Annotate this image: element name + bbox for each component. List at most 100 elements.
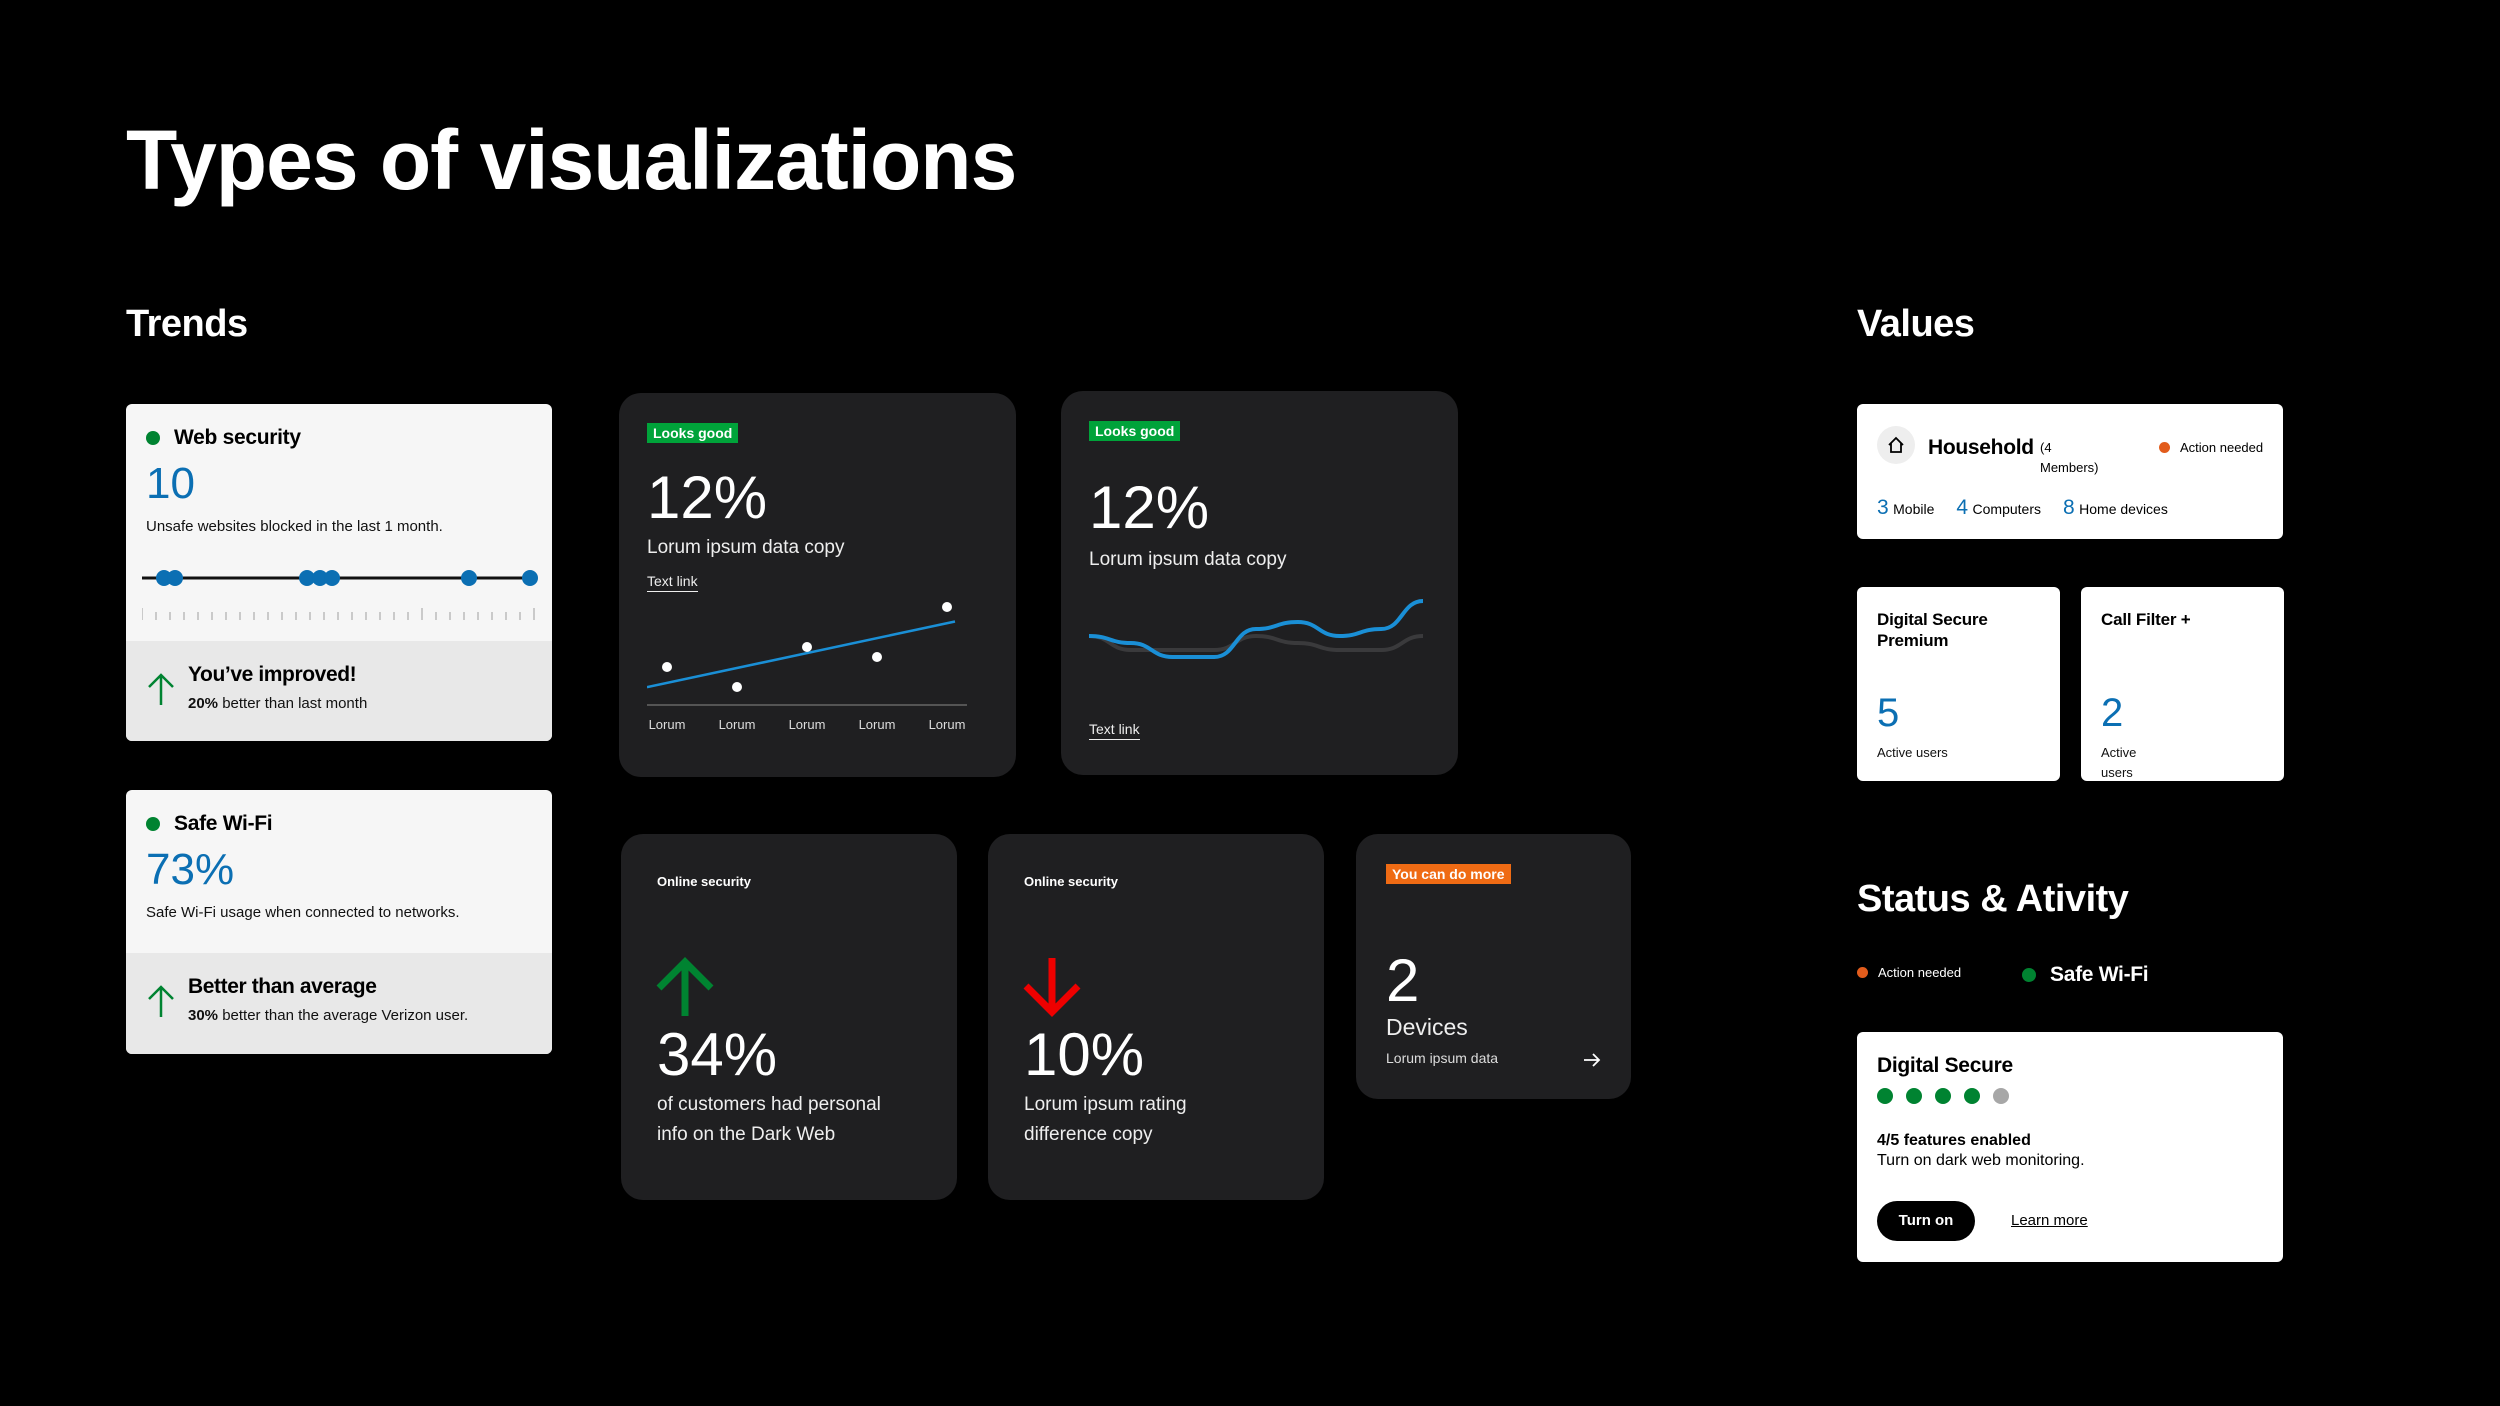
turn-on-button[interactable]: Turn on	[1877, 1201, 1975, 1241]
data-point	[662, 662, 672, 672]
footer-sub: 20% better than last month	[188, 695, 368, 712]
x-tick-label: Lorum	[859, 717, 896, 732]
card-label: Online security	[1024, 874, 1118, 889]
status-dot	[2022, 968, 2036, 982]
active-users-label: Active users	[1877, 745, 1948, 760]
web-security-card: Web security 10 Unsafe websites blocked …	[126, 404, 552, 741]
feature-dot-enabled	[1877, 1088, 1893, 1104]
data-point	[942, 602, 952, 612]
card-title: Safe Wi-Fi	[174, 812, 273, 835]
footer-sub: 30% better than the average Verizon user…	[188, 1007, 469, 1024]
web-security-footer: You’ve improved! 20% better than last mo…	[126, 641, 552, 741]
scatter-chart-card: Looks good 12% Lorum ipsum data copy Tex…	[619, 393, 1016, 777]
web-security-desc: Unsafe websites blocked in the last 1 mo…	[146, 518, 443, 535]
active-users-value: 2	[2101, 691, 2124, 735]
household-stats: 3 Mobile 4 Computers 8 Home devices	[1877, 496, 2168, 520]
card-title: Web security	[174, 426, 301, 449]
devices-value: 2	[1386, 947, 1420, 1014]
online-security-card-down: Online security 10% Lorum ipsum rating d…	[988, 834, 1324, 1200]
feature-dots	[1877, 1088, 2009, 1104]
status-safe-wifi: Safe Wi-Fi	[2022, 963, 2149, 987]
data-point	[732, 682, 742, 692]
online-value: 34%	[657, 1021, 778, 1088]
safe-wifi-card: Safe Wi-Fi 73% Safe Wi-Fi usage when con…	[126, 790, 552, 1054]
stat-home-devices: 8 Home devices	[2063, 496, 2168, 519]
series-line-1	[1089, 599, 1424, 659]
devices-card[interactable]: You can do more 2 Devices Lorum ipsum da…	[1356, 834, 1631, 1099]
safe-wifi-value: 73%	[146, 845, 235, 894]
trend-line	[647, 620, 956, 689]
online-desc-1: of customers had personal	[657, 1094, 881, 1115]
status-dot	[146, 817, 160, 831]
arrow-right-icon[interactable]	[1582, 1050, 1602, 1070]
arrow-up-icon	[148, 985, 174, 1017]
data-point	[872, 652, 882, 662]
stat-computers: 4 Computers	[1956, 496, 2041, 519]
x-tick-label: Lorum	[649, 717, 686, 732]
arrow-down-bold-icon	[1023, 958, 1081, 1017]
online-value: 10%	[1024, 1021, 1145, 1088]
text-link[interactable]: Text link	[1089, 721, 1140, 740]
feature-dot-enabled	[1906, 1088, 1922, 1104]
chart-card-value: 12%	[647, 464, 768, 531]
active-users-label-2: users	[2101, 765, 2133, 780]
home-icon	[1888, 436, 1904, 453]
web-security-value: 10	[146, 459, 195, 508]
digital-secure-card: Digital Secure 4/5 features enabled Turn…	[1857, 1032, 2283, 1262]
chart-card-desc: Lorum ipsum data copy	[647, 537, 845, 558]
x-tick-label: Lorum	[789, 717, 826, 732]
action-needed-label: Action needed	[2180, 440, 2264, 455]
devices-label: Devices	[1386, 1014, 1468, 1040]
section-title-status: Status & Ativity	[1857, 878, 2129, 920]
digital-secure-premium-card: Digital Secure Premium 5 Active users	[1857, 587, 2060, 781]
stat-mobile: 3 Mobile	[1877, 496, 1935, 519]
online-desc-2: info on the Dark Web	[657, 1124, 836, 1145]
safe-wifi-label: Safe Wi-Fi	[2050, 963, 2149, 986]
online-desc-1: Lorum ipsum rating	[1024, 1094, 1187, 1115]
card-title-2: Premium	[1877, 631, 1949, 650]
home-icon-wrap	[1877, 426, 1915, 464]
data-point	[802, 642, 812, 652]
feature-dot-enabled	[1935, 1088, 1951, 1104]
online-desc-2: difference copy	[1024, 1124, 1153, 1145]
series-line-2	[1089, 633, 1424, 652]
web-security-timeline	[142, 570, 538, 620]
household-card: Household (4 Members) Action needed 3 Mo…	[1857, 404, 2283, 539]
card-title: Digital Secure	[1877, 1054, 2013, 1077]
arrow-up-icon	[148, 673, 174, 705]
action-dot	[1857, 967, 1868, 978]
card-title: Call Filter +	[2101, 610, 2191, 629]
status-dot	[146, 431, 160, 445]
footer-title: You’ve improved!	[188, 663, 357, 686]
safe-wifi-footer: Better than average 30% better than the …	[126, 953, 552, 1054]
x-tick-label: Lorum	[719, 717, 756, 732]
text-link[interactable]: Text link	[647, 573, 698, 592]
feature-dot-enabled	[1964, 1088, 1980, 1104]
status-badge: Looks good	[647, 423, 739, 443]
action-needed-label: Action needed	[1878, 965, 1962, 980]
feature-dot-disabled	[1993, 1088, 2009, 1104]
safe-wifi-desc: Safe Wi-Fi usage when connected to netwo…	[146, 904, 460, 921]
active-users-label-1: Active	[2101, 745, 2137, 760]
chart-card-desc: Lorum ipsum data copy	[1089, 549, 1287, 570]
online-security-card-up: Online security 34% of customers had per…	[621, 834, 957, 1200]
line-chart-card: Looks good 12% Lorum ipsum data copy Tex…	[1061, 391, 1458, 775]
card-title-1: Digital Secure	[1877, 610, 1988, 629]
action-dot	[2159, 442, 2170, 453]
chart-card-value: 12%	[1089, 474, 1210, 541]
section-title-values: Values	[1857, 303, 1975, 345]
footer-title: Better than average	[188, 975, 377, 998]
page-title: Types of visualizations	[126, 113, 1017, 207]
line-chart	[1089, 599, 1424, 659]
devices-desc: Lorum ipsum data	[1386, 1050, 1499, 1066]
call-filter-card: Call Filter + 2 Active users	[2081, 587, 2284, 781]
household-members: (4 Members)	[2040, 440, 2099, 475]
status-badge: Looks good	[1089, 421, 1181, 441]
active-users-value: 5	[1877, 691, 1900, 735]
scatter-chart: Lorum Lorum Lorum Lorum Lorum	[647, 602, 967, 732]
status-badge: You can do more	[1386, 864, 1511, 884]
household-title: Household	[1928, 436, 2034, 459]
card-label: Online security	[657, 874, 751, 889]
x-tick-label: Lorum	[929, 717, 966, 732]
learn-more-link[interactable]: Learn more	[2011, 1212, 2088, 1229]
